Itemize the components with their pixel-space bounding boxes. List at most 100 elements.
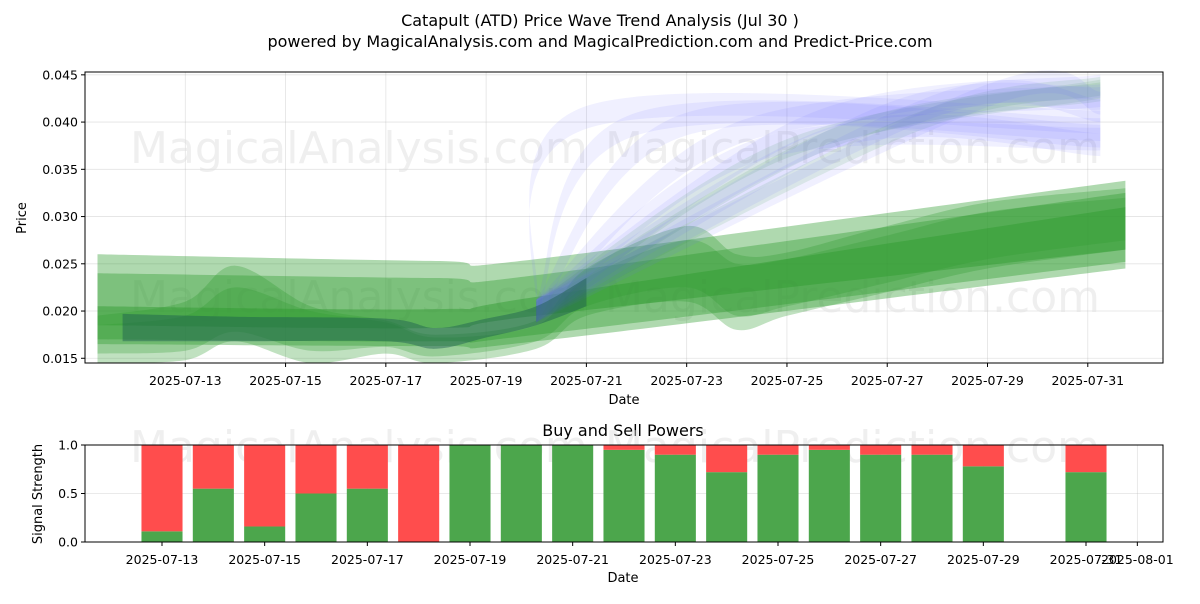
price-blue-forecast: [536, 84, 1101, 323]
price-blue-forecast: [536, 121, 1101, 323]
price-y-tick-label: 0.020: [42, 304, 78, 319]
price-blue-forecast: [536, 80, 1101, 323]
sell-power-bar: [1065, 445, 1107, 473]
signal-x-tick-label: 2025-07-31: [1050, 552, 1123, 567]
price-green-band: [97, 180, 1126, 349]
signal-x-tick-label: 2025-07-25: [742, 552, 815, 567]
signal-y-axis-label: Signal Strength: [31, 444, 46, 544]
price-y-tick-label: 0.025: [42, 256, 78, 271]
price-green-forecast: [536, 79, 1101, 321]
sell-power-bar: [654, 445, 696, 455]
watermark-3: MagicalAnalysis.com: [130, 272, 588, 323]
signal-x-tick-label: 2025-07-13: [126, 552, 199, 567]
price-x-tick-label: 2025-07-21: [550, 373, 623, 388]
buy-power-bar: [500, 445, 542, 542]
sell-power-bar: [244, 445, 286, 527]
sell-power-bar: [911, 445, 953, 455]
signal-plot-area: MagicalAnalysis.com MagicalPrediction.co…: [58, 422, 1174, 567]
price-green-wave: [97, 197, 1126, 357]
buy-power-bar: [962, 466, 1004, 542]
signal-y-tick-label: 0.0: [58, 535, 78, 550]
signal-x-tick-label: 2025-07-29: [947, 552, 1020, 567]
price-x-tick-label: 2025-07-13: [149, 373, 222, 388]
price-y-axis-label: Price: [15, 202, 30, 234]
price-x-axis-label: Date: [608, 393, 639, 408]
price-recent-band: [122, 278, 587, 349]
buy-power-bar: [346, 488, 388, 542]
price-green-band: [97, 192, 1126, 343]
price-watermarks: MagicalAnalysis.com MagicalPrediction.co…: [130, 123, 1100, 323]
buy-power-bar: [244, 526, 286, 542]
price-x-tick-label: 2025-07-27: [851, 373, 924, 388]
watermark-1: MagicalAnalysis.com: [130, 123, 588, 174]
price-plot-area: MagicalAnalysis.com MagicalPrediction.co…: [42, 67, 1164, 388]
buy-power-bar: [192, 488, 234, 542]
signal-x-tick-label: 2025-07-17: [331, 552, 404, 567]
price-plot-frame: [84, 71, 1164, 364]
price-x-tick-label: 2025-07-17: [350, 373, 423, 388]
buy-power-bar: [1065, 472, 1107, 542]
buy-power-bar: [603, 449, 645, 542]
sell-power-bar: [141, 445, 183, 532]
price-grid: [85, 72, 1163, 363]
buy-power-bar: [706, 472, 748, 542]
buy-power-bar: [141, 531, 183, 542]
price-blue-forecast: [536, 74, 1101, 323]
watermark-4: MagicalPrediction.com: [605, 272, 1100, 323]
sell-power-bar: [603, 445, 645, 450]
signal-x-tick-label: 2025-07-15: [228, 552, 301, 567]
buy-power-bar: [808, 449, 850, 542]
chart-title: Catapult (ATD) Price Wave Trend Analysis…: [401, 11, 799, 30]
price-series: [97, 70, 1126, 364]
sell-power-bar: [346, 445, 388, 489]
signal-y-tick-label: 1.0: [58, 438, 78, 453]
price-x-tick-label: 2025-07-19: [450, 373, 523, 388]
price-x-tick-label: 2025-07-15: [249, 373, 322, 388]
sell-power-bar: [295, 445, 337, 494]
price-x-tick-label: 2025-07-23: [650, 373, 723, 388]
signal-y-ticks: 0.0 0.5 1.0: [58, 438, 85, 550]
price-x-tick-label: 2025-07-29: [951, 373, 1024, 388]
sell-power-bar: [706, 445, 748, 473]
signal-chart-title: Buy and Sell Powers: [542, 421, 704, 440]
signal-x-tick-label: 2025-07-19: [434, 552, 507, 567]
buy-power-bar: [295, 493, 337, 542]
price-blue-forecast: [529, 92, 1101, 323]
signal-bars: [141, 445, 1107, 542]
price-y-tick-label: 0.045: [42, 67, 78, 82]
signal-x-tick-label: 2025-07-21: [536, 552, 609, 567]
watermark-2: MagicalPrediction.com: [605, 123, 1100, 174]
price-plot-background: [85, 72, 1163, 363]
price-y-ticks: 0.015 0.020 0.025 0.030 0.035 0.040 0.045: [42, 67, 85, 366]
price-blue-forecast: [536, 100, 1101, 323]
price-y-tick-label: 0.015: [42, 351, 78, 366]
sell-power-bar: [192, 445, 234, 489]
sell-power-bar: [962, 445, 1004, 467]
buy-power-bar: [654, 454, 696, 542]
sell-power-bar: [808, 445, 850, 450]
signal-x-ticks: 2025-07-13 2025-07-15 2025-07-17 2025-07-19…: [126, 542, 1174, 567]
price-x-tick-label: 2025-07-31: [1051, 373, 1124, 388]
price-green-forecast: [536, 82, 1101, 321]
price-green-wave: [97, 188, 1126, 364]
price-x-tick-label: 2025-07-25: [751, 373, 824, 388]
buy-power-bar: [911, 454, 953, 542]
price-y-tick-label: 0.030: [42, 209, 78, 224]
buy-power-bar: [449, 445, 491, 542]
signal-y-tick-label: 0.5: [58, 486, 78, 501]
price-blue-forecast: [536, 114, 1101, 323]
price-y-tick-label: 0.035: [42, 162, 78, 177]
price-blue-forecast: [536, 82, 1101, 323]
sell-power-bar: [860, 445, 902, 455]
signal-x-tick-label: 2025-07-23: [639, 552, 712, 567]
buy-power-bar: [860, 454, 902, 542]
price-y-tick-label: 0.040: [42, 115, 78, 130]
sell-power-bar: [757, 445, 799, 455]
price-green-forecast: [536, 76, 1101, 321]
price-blue-forecast: [536, 101, 1101, 323]
signal-x-axis-label: Date: [607, 571, 638, 586]
buy-power-bar: [552, 445, 594, 542]
signal-x-tick-label: 2025-08-01: [1101, 552, 1174, 567]
signal-x-tick-label: 2025-07-27: [844, 552, 917, 567]
